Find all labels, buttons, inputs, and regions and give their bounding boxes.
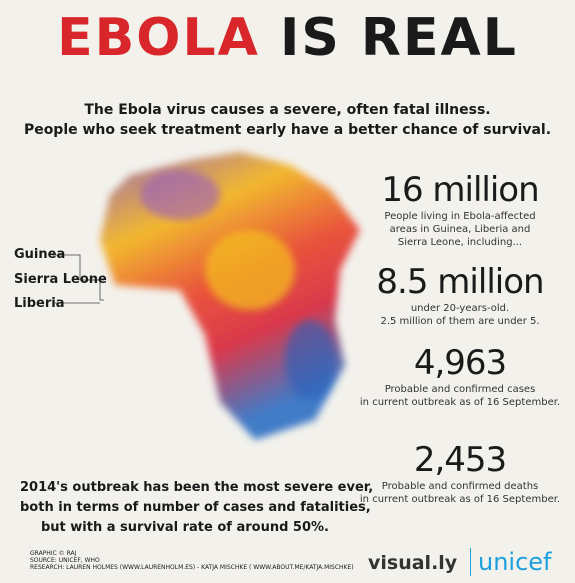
stat-figure: 4,963 xyxy=(413,343,507,383)
stat-figure: 8.5 million xyxy=(376,262,544,302)
stat-text: 2.5 million of them are under 5. xyxy=(380,316,540,327)
stat-text: in current outbreak as of 16 September. xyxy=(359,494,561,505)
country-label: Liberia xyxy=(14,296,65,311)
summary-line: both in terms of number of cases and fat… xyxy=(20,500,371,515)
title-black: IS REAL xyxy=(280,8,518,68)
country-label: Guinea xyxy=(14,247,66,262)
divider xyxy=(470,548,471,576)
title-red: EBOLA xyxy=(57,8,260,68)
credit: GRAPHIC © RAJ xyxy=(30,550,77,557)
stat-text: areas in Guinea, Liberia and xyxy=(389,224,531,235)
stat-text: in current outbreak as of 16 September. xyxy=(359,397,561,408)
summary-line: 2014's outbreak has been the most severe… xyxy=(20,480,374,495)
unicef-logo: unicef xyxy=(478,548,552,576)
summary-line: but with a survival rate of around 50%. xyxy=(41,520,329,535)
visually-logo: visual.ly xyxy=(368,552,458,574)
stat-figure: 16 million xyxy=(381,170,539,210)
intro-line: People who seek treatment early have a b… xyxy=(23,122,552,138)
country-label: Sierra Leone xyxy=(14,272,107,287)
africa-map xyxy=(52,152,360,440)
credit: SOURCE: UNICEF, WHO xyxy=(30,557,100,564)
stat-text: Probable and confirmed cases xyxy=(384,384,536,395)
stat-figure: 2,453 xyxy=(413,440,507,480)
stat-text: People living in Ebola-affected xyxy=(384,211,536,222)
stat-text: under 20-years-old. xyxy=(410,303,510,314)
intro-line: The Ebola virus causes a severe, often f… xyxy=(84,102,491,118)
stat-text: Sierra Leone, including... xyxy=(397,237,523,248)
title: EBOLA IS REAL xyxy=(0,8,575,68)
stat-text: Probable and confirmed deaths xyxy=(381,481,539,492)
credit: RESEARCH: LAUREN HOLMES (WWW.LAURENHOLM.… xyxy=(30,564,354,571)
